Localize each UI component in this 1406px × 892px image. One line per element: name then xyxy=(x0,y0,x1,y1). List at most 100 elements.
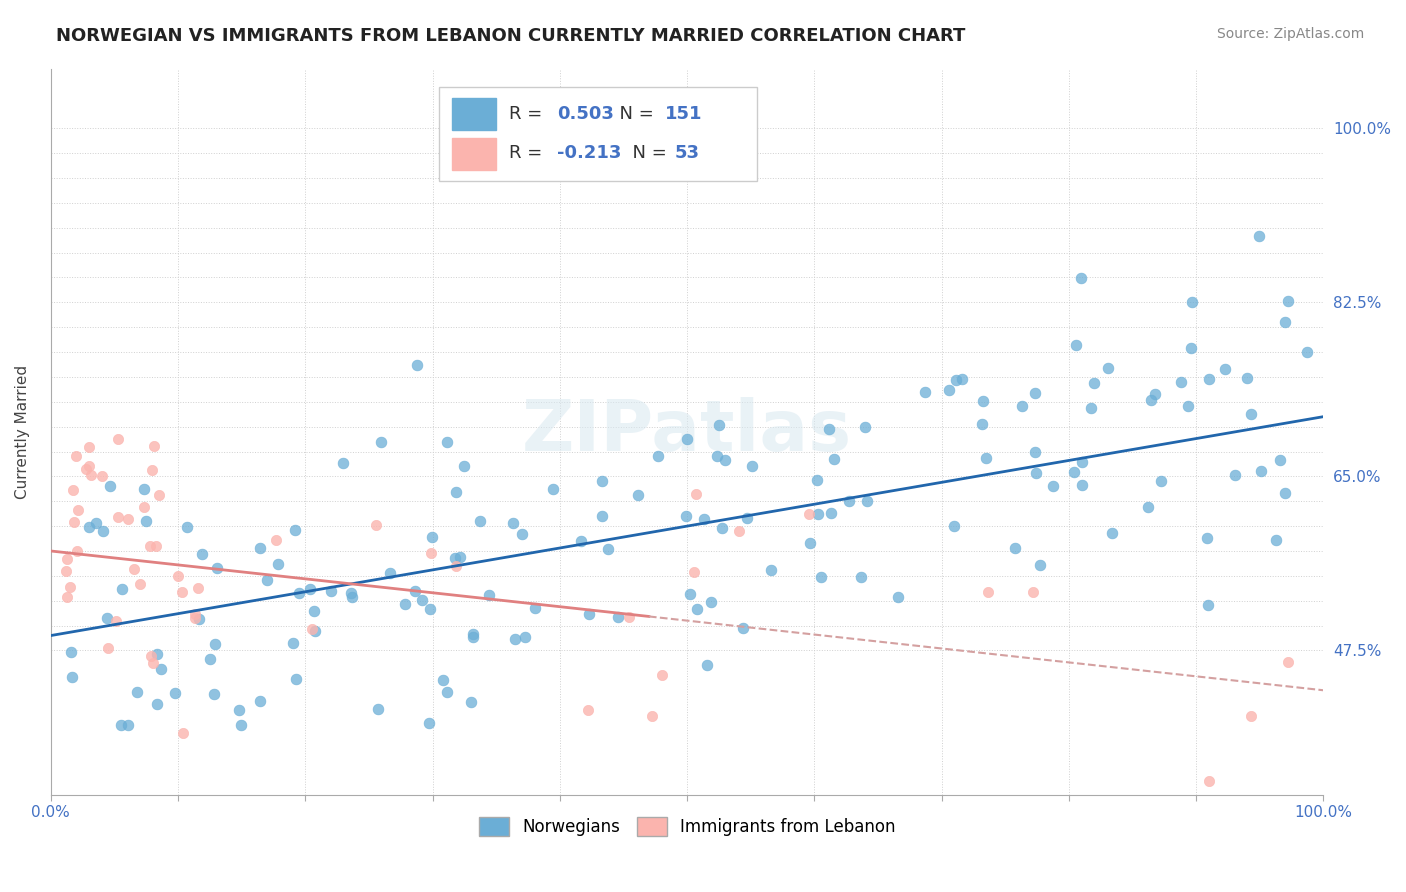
Point xyxy=(887,590,910,604)
Point xyxy=(731,621,754,635)
Point xyxy=(172,726,194,740)
Point xyxy=(139,540,162,554)
Point xyxy=(1240,708,1263,723)
Point xyxy=(191,547,214,561)
Point xyxy=(799,536,821,550)
Point xyxy=(1181,295,1204,310)
Point xyxy=(436,685,458,699)
Point xyxy=(950,372,973,386)
Point xyxy=(1097,360,1119,375)
Point xyxy=(59,580,82,594)
Point xyxy=(166,569,188,583)
Point xyxy=(972,394,994,409)
Point xyxy=(149,662,172,676)
Point xyxy=(229,717,252,731)
Point xyxy=(281,636,304,650)
Point xyxy=(207,560,229,574)
Point xyxy=(686,601,709,615)
Point xyxy=(340,590,363,604)
Point xyxy=(436,434,458,449)
Point xyxy=(1064,338,1087,352)
Point xyxy=(198,652,221,666)
Point xyxy=(75,461,97,475)
Point xyxy=(569,534,592,549)
Point xyxy=(938,383,960,397)
Point xyxy=(1198,774,1220,789)
Point xyxy=(1101,526,1123,541)
Point xyxy=(1240,407,1263,421)
Point xyxy=(141,463,163,477)
Point xyxy=(249,694,271,708)
Point xyxy=(1140,392,1163,407)
Point xyxy=(419,546,441,560)
Point xyxy=(418,715,440,730)
Point xyxy=(319,584,342,599)
Point xyxy=(90,469,112,483)
Point xyxy=(62,483,84,497)
Point xyxy=(503,632,526,647)
Point xyxy=(264,533,287,548)
Point xyxy=(367,702,389,716)
Point xyxy=(510,527,533,541)
Point xyxy=(125,685,148,699)
Point xyxy=(759,563,782,577)
Point xyxy=(404,584,426,599)
Point xyxy=(184,610,207,624)
Point xyxy=(591,508,613,523)
Point xyxy=(1247,228,1270,243)
Point xyxy=(1070,455,1092,469)
Text: NORWEGIAN VS IMMIGRANTS FROM LEBANON CURRENTLY MARRIED CORRELATION CHART: NORWEGIAN VS IMMIGRANTS FROM LEBANON CUR… xyxy=(56,27,966,45)
FancyBboxPatch shape xyxy=(439,87,756,181)
Point xyxy=(914,384,936,399)
Text: ZIPatlas: ZIPatlas xyxy=(522,397,852,467)
Point xyxy=(332,456,354,470)
Point xyxy=(228,703,250,717)
Point xyxy=(60,670,83,684)
Point xyxy=(627,488,650,502)
Point xyxy=(287,585,309,599)
Point xyxy=(117,512,139,526)
Point xyxy=(420,530,443,544)
Point xyxy=(713,453,735,467)
Point xyxy=(142,439,165,453)
Point xyxy=(406,358,429,372)
Point xyxy=(107,510,129,524)
Point xyxy=(444,550,467,565)
Point xyxy=(97,641,120,656)
Point xyxy=(65,450,87,464)
Point xyxy=(797,508,820,522)
Point xyxy=(1277,655,1299,669)
Point xyxy=(607,610,630,624)
Point xyxy=(945,373,967,387)
Point xyxy=(84,516,107,531)
Point xyxy=(1025,466,1047,480)
Point xyxy=(502,516,524,531)
Point xyxy=(1198,372,1220,386)
Point xyxy=(470,515,492,529)
Point xyxy=(267,558,290,572)
Point xyxy=(146,648,169,662)
Point xyxy=(1195,532,1218,546)
Y-axis label: Currently Married: Currently Married xyxy=(15,365,30,499)
Point xyxy=(1236,371,1258,385)
Text: 53: 53 xyxy=(675,145,699,162)
Point xyxy=(463,627,485,641)
Point xyxy=(1024,445,1046,459)
Point xyxy=(1268,453,1291,467)
Text: -0.213: -0.213 xyxy=(557,145,621,162)
Point xyxy=(823,452,845,467)
Point xyxy=(129,577,152,591)
Point xyxy=(80,467,103,482)
Point xyxy=(184,607,207,621)
Point xyxy=(1029,558,1052,573)
Point xyxy=(419,602,441,616)
Point xyxy=(378,566,401,581)
Point xyxy=(66,543,89,558)
Point xyxy=(285,672,308,686)
Point xyxy=(596,541,619,556)
Point xyxy=(148,488,170,502)
Point xyxy=(132,482,155,496)
Point xyxy=(411,593,433,607)
Point xyxy=(104,614,127,628)
Point xyxy=(111,582,134,596)
